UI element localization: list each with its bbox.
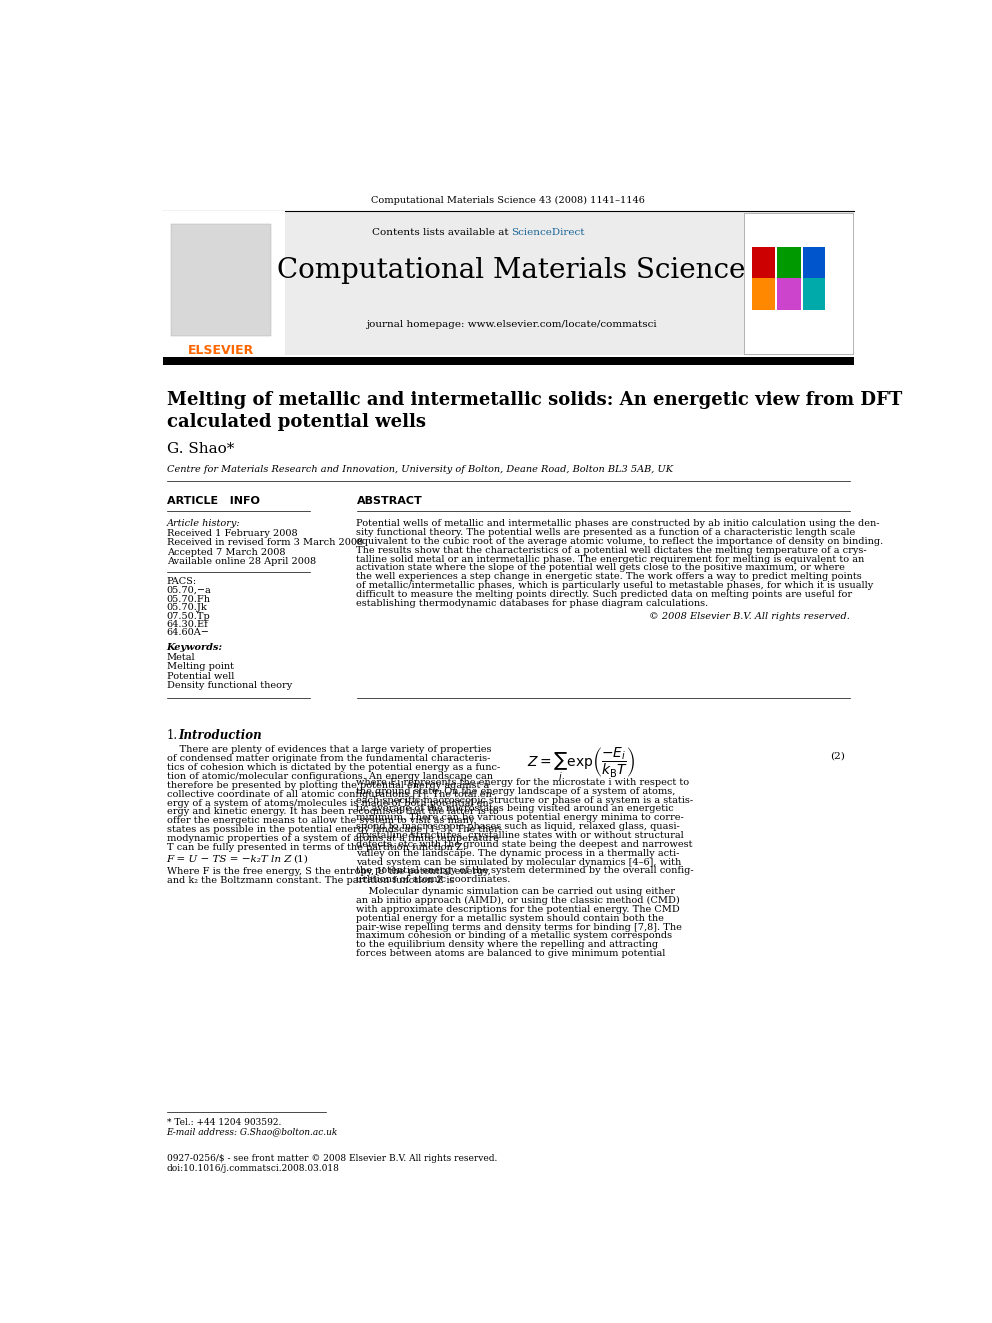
Text: urations of atomic coordinates.: urations of atomic coordinates. [356,876,511,884]
Bar [778,278,801,311]
Bar [163,357,854,365]
Text: collective coordinate of all atomic configurations [1]. The total en-: collective coordinate of all atomic conf… [167,790,495,799]
Text: (1): (1) [293,855,308,864]
Text: difficult to measure the melting points directly. Such predicted data on melting: difficult to measure the melting points … [356,590,853,599]
Text: therefore be presented by plotting the potential energy against a: therefore be presented by plotting the p… [167,781,489,790]
Text: PACS:: PACS: [167,577,196,586]
Text: minimum. There can be various potential energy minima to corre-: minimum. There can be various potential … [356,814,684,823]
Text: of metallic/intermetallic phases, which is particularly useful to metastable pha: of metallic/intermetallic phases, which … [356,581,874,590]
Text: valley on the landscape. The dynamic process in a thermally acti-: valley on the landscape. The dynamic pro… [356,848,680,857]
Text: forces between atoms are balanced to give minimum potential: forces between atoms are balanced to giv… [356,949,666,958]
Text: defects, etc, with the ground state being the deepest and narrowest: defects, etc, with the ground state bein… [356,840,693,849]
Text: Available online 28 April 2008: Available online 28 April 2008 [167,557,315,566]
Text: spond to macroscopic phases such as liquid, relaxed glass, quasi-: spond to macroscopic phases such as liqu… [356,822,681,831]
Text: sity functional theory. The potential wells are presented as a function of a cha: sity functional theory. The potential we… [356,528,856,537]
Text: Accepted 7 March 2008: Accepted 7 March 2008 [167,548,285,557]
Text: the potential energy of the system determined by the overall config-: the potential energy of the system deter… [356,867,694,876]
Text: Melting point: Melting point [167,663,234,671]
Text: Received in revised form 3 March 2008: Received in revised form 3 March 2008 [167,538,363,548]
Text: the ground state. On the energy landscape of a system of atoms,: the ground state. On the energy landscap… [356,787,676,795]
Text: activation state where the slope of the potential well gets close to the positiv: activation state where the slope of the … [356,564,845,573]
Text: Potential wells of metallic and intermetallic phases are constructed by ab initi: Potential wells of metallic and intermet… [356,519,880,528]
Text: ABSTRACT: ABSTRACT [356,496,423,505]
Text: states as possible in the potential energy landscape [1–3]. The ther-: states as possible in the potential ener… [167,826,502,835]
Bar [163,212,286,355]
Text: 05.70,−a: 05.70,−a [167,586,211,595]
Text: T can be fully presented in terms of the partition function Z:: T can be fully presented in terms of the… [167,843,465,852]
Text: ergy and kinetic energy. It has been recognised that the latter is to: ergy and kinetic energy. It has been rec… [167,807,498,816]
Text: with approximate descriptions for the potential energy. The CMD: with approximate descriptions for the po… [356,905,681,914]
Text: 07.50.Tp: 07.50.Tp [167,611,210,620]
Text: potential energy for a metallic system should contain both the: potential energy for a metallic system s… [356,914,665,922]
Text: doi:10.1016/j.commatsci.2008.03.018: doi:10.1016/j.commatsci.2008.03.018 [167,1164,339,1174]
Text: Centre for Materials Research and Innovation, University of Bolton, Deane Road, : Centre for Materials Research and Innova… [167,466,673,474]
Text: 05.70.Jk: 05.70.Jk [167,603,207,613]
Text: Contents lists available at: Contents lists available at [372,228,512,237]
Text: and k₂ the Boltzmann constant. The partition function Z is: and k₂ the Boltzmann constant. The parti… [167,876,454,885]
Text: Keywords:: Keywords: [167,643,223,652]
Text: There are plenty of evidences that a large variety of properties: There are plenty of evidences that a lar… [167,745,491,754]
Text: talline solid metal or an intermetallic phase. The energetic requirement for mel: talline solid metal or an intermetallic … [356,554,865,564]
Text: an ab initio approach (AIMD), or using the classic method (CMD): an ab initio approach (AIMD), or using t… [356,896,681,905]
Text: Introduction: Introduction [179,729,262,742]
Text: 0927-0256/$ - see front matter © 2008 Elsevier B.V. All rights reserved.: 0927-0256/$ - see front matter © 2008 El… [167,1154,497,1163]
Text: establishing thermodynamic databases for phase diagram calculations.: establishing thermodynamic databases for… [356,599,708,607]
Bar [803,278,824,311]
Text: $Z = \sum_{i} \exp\!\left(\dfrac{-E_i}{k_{\mathrm{B}}T}\right)$: $Z = \sum_{i} \exp\!\left(\dfrac{-E_i}{k… [527,745,635,783]
Text: F = U − TS = −k₂T ln Z: F = U − TS = −k₂T ln Z [167,855,292,864]
Bar [163,212,854,355]
Text: to the equilibrium density where the repelling and attracting: to the equilibrium density where the rep… [356,941,659,950]
Bar [778,247,801,278]
Text: crystalline structures, crystalline states with or without structural: crystalline structures, crystalline stat… [356,831,684,840]
Text: ergy of a system of atoms/molecules is made of both potential en-: ergy of a system of atoms/molecules is m… [167,799,491,807]
Text: G. Shao*: G. Shao* [167,442,234,456]
Text: equivalent to the cubic root of the average atomic volume, to reflect the import: equivalent to the cubic root of the aver… [356,537,884,546]
Text: Received 1 February 2008: Received 1 February 2008 [167,529,298,538]
Text: Article history:: Article history: [167,519,240,528]
Text: Density functional theory: Density functional theory [167,681,292,689]
Text: Computational Materials Science 43 (2008) 1141–1146: Computational Materials Science 43 (2008… [371,196,646,205]
Text: Melting of metallic and intermetallic solids: An energetic view from DFT: Melting of metallic and intermetallic so… [167,392,902,409]
Text: (2): (2) [830,751,845,761]
Text: E-mail address: G.Shao@bolton.ac.uk: E-mail address: G.Shao@bolton.ac.uk [167,1127,338,1136]
Text: The results show that the characteristics of a potential well dictates the melti: The results show that the characteristic… [356,545,867,554]
Text: 64.30.Ef: 64.30.Ef [167,620,208,628]
Text: 64.60A−: 64.60A− [167,628,209,638]
Text: Computational Materials Science: Computational Materials Science [278,257,746,284]
Bar [171,224,271,336]
Text: pair-wise repelling terms and density terms for binding [7,8]. The: pair-wise repelling terms and density te… [356,922,682,931]
Text: of condensed matter originate from the fundamental characteris-: of condensed matter originate from the f… [167,754,490,763]
Text: the well experiences a step change in energetic state. The work offers a way to : the well experiences a step change in en… [356,573,862,581]
Text: journal homepage: www.elsevier.com/locate/commatsci: journal homepage: www.elsevier.com/locat… [366,320,657,329]
Text: * Tel.: +44 1204 903592.: * Tel.: +44 1204 903592. [167,1118,281,1127]
Text: vated system can be simulated by molecular dynamics [4–6], with: vated system can be simulated by molecul… [356,857,682,867]
Text: tic average of the microstates being visited around an energetic: tic average of the microstates being vis… [356,804,675,814]
Text: ScienceDirect: ScienceDirect [512,228,585,237]
Text: ARTICLE   INFO: ARTICLE INFO [167,496,260,505]
Text: © 2008 Elsevier B.V. All rights reserved.: © 2008 Elsevier B.V. All rights reserved… [650,611,850,620]
Bar [803,247,824,278]
Text: 05.70.Fh: 05.70.Fh [167,594,210,603]
Text: each specific macroscopic structure or phase of a system is a statis-: each specific macroscopic structure or p… [356,795,693,804]
Text: maximum cohesion or binding of a metallic system corresponds: maximum cohesion or binding of a metalli… [356,931,673,941]
Bar [752,278,775,311]
Text: Molecular dynamic simulation can be carried out using either: Molecular dynamic simulation can be carr… [356,888,676,896]
Text: modynamic properties of a system of atoms at a finite temperature: modynamic properties of a system of atom… [167,833,499,843]
Text: offer the energetic means to allow the system to visit as many: offer the energetic means to allow the s… [167,816,474,826]
Text: where Ei represents the energy for the microstate i with respect to: where Ei represents the energy for the m… [356,778,689,787]
Text: ELSEVIER: ELSEVIER [187,344,254,357]
Text: 1.: 1. [167,729,178,742]
Text: tics of cohesion which is dictated by the potential energy as a func-: tics of cohesion which is dictated by th… [167,763,500,773]
Text: tion of atomic/molecular configurations. An energy landscape can: tion of atomic/molecular configurations.… [167,773,493,781]
Text: Where F is the free energy, S the entropy, U the potential energy,: Where F is the free energy, S the entrop… [167,867,490,876]
Text: Metal: Metal [167,654,195,662]
Text: Potential well: Potential well [167,672,234,680]
Text: calculated potential wells: calculated potential wells [167,413,426,431]
Bar [744,213,852,353]
Bar [752,247,775,278]
